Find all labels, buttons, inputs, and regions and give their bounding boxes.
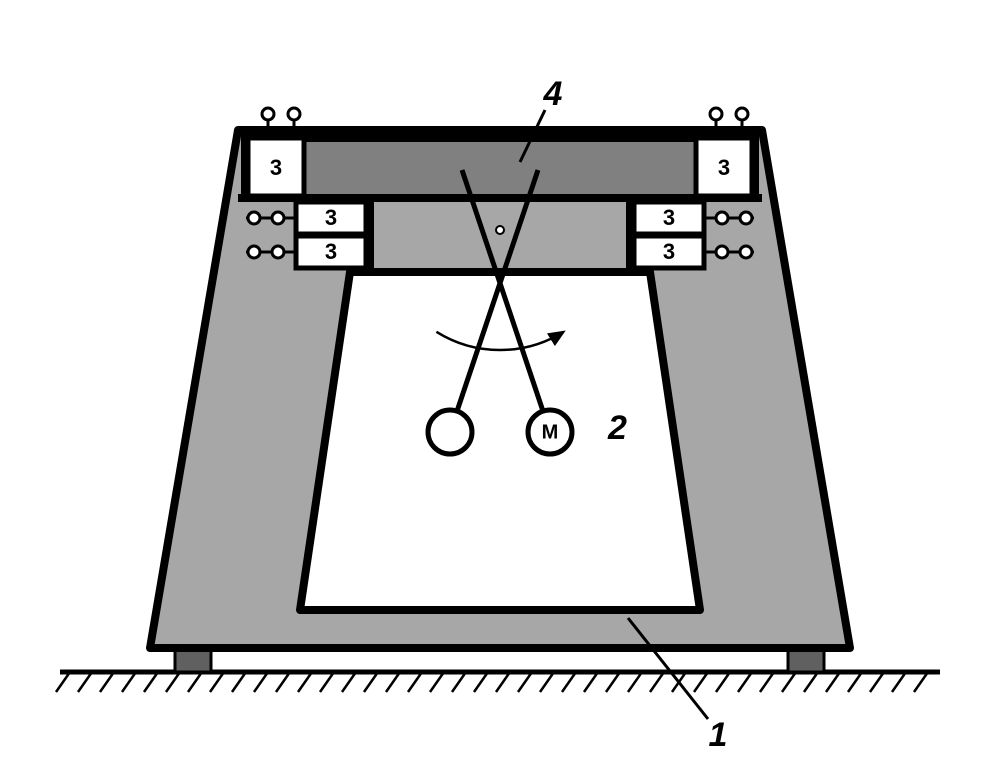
diagram-canvas: 3 3 3 3 3 3 М 4 2 1 bbox=[0, 0, 999, 782]
svg-text:3: 3 bbox=[663, 205, 675, 230]
label-4: 4 bbox=[543, 75, 563, 113]
label-1: 1 bbox=[709, 716, 728, 754]
svg-text:3: 3 bbox=[270, 155, 282, 180]
cavity bbox=[300, 272, 700, 610]
svg-text:3: 3 bbox=[325, 205, 337, 230]
pendulum-bob-ghost bbox=[428, 410, 472, 454]
svg-text:3: 3 bbox=[718, 155, 730, 180]
svg-text:3: 3 bbox=[325, 239, 337, 264]
svg-text:М: М bbox=[542, 421, 559, 443]
pendulum-pivot bbox=[496, 226, 504, 234]
svg-text:3: 3 bbox=[663, 239, 675, 264]
platform bbox=[245, 138, 755, 198]
label-2: 2 bbox=[607, 409, 627, 447]
